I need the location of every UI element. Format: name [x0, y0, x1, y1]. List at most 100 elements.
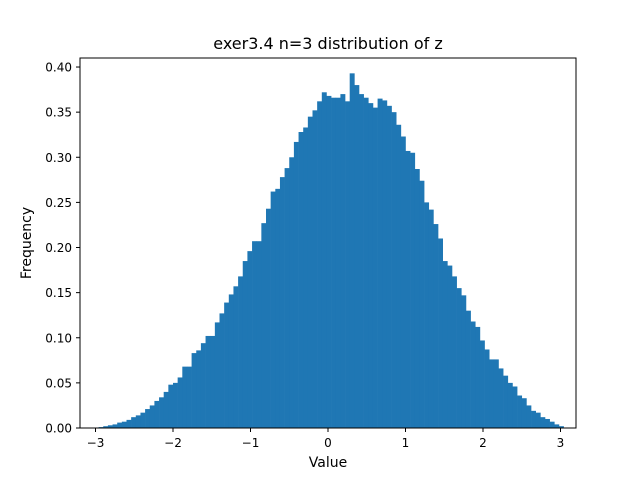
histogram-bar [103, 426, 109, 428]
histogram-bar [256, 241, 262, 428]
histogram-bar [428, 209, 434, 428]
histogram-bar [224, 302, 230, 428]
histogram-bar [238, 276, 244, 428]
histogram-bar [275, 188, 281, 428]
x-tick-label: −1 [242, 436, 260, 450]
histogram-bar [177, 377, 183, 428]
histogram-bar [228, 294, 234, 428]
histogram-bar [363, 97, 369, 429]
histogram-bar [372, 107, 378, 428]
histogram-bar [405, 150, 411, 428]
histogram-bar [465, 310, 471, 428]
y-tick-label: 0.35 [45, 106, 72, 120]
y-tick-label: 0.40 [45, 61, 72, 75]
x-tick-label: −2 [164, 436, 182, 450]
histogram-bar [345, 101, 350, 428]
histogram-bar [545, 418, 550, 428]
histogram-bar [396, 124, 402, 428]
histogram-bar [558, 426, 564, 428]
histogram-bar [279, 177, 285, 428]
histogram-bar [135, 415, 141, 428]
x-tick-label: 1 [402, 436, 410, 450]
histogram-bar [284, 168, 290, 428]
histogram-bar [149, 405, 155, 428]
histogram-bar [312, 110, 318, 428]
histogram-bar [438, 238, 443, 428]
histogram-bar [303, 127, 309, 429]
histogram-bar [484, 349, 490, 428]
x-tick-label: 2 [479, 436, 487, 450]
histogram-bar [349, 73, 355, 428]
histogram-bar [182, 366, 188, 428]
histogram-bar [368, 103, 374, 429]
histogram-bar [191, 353, 197, 428]
histogram-bar [391, 112, 397, 429]
histogram-bar [317, 101, 323, 428]
histogram-bar [200, 343, 206, 428]
histogram-bar [219, 313, 225, 428]
y-tick-label: 0.25 [45, 196, 72, 210]
y-axis-label: Frequency [19, 207, 35, 279]
histogram-bar [340, 94, 346, 428]
histogram-bar [479, 340, 485, 428]
chart-title: exer3.4 n=3 distribution of z [213, 34, 442, 53]
y-tick-label: 0.10 [45, 331, 72, 345]
histogram-bar [517, 395, 523, 428]
bars-group [98, 73, 564, 429]
histogram-bar [307, 116, 313, 428]
histogram-bar [554, 424, 560, 428]
histogram-bar [117, 422, 123, 428]
histogram-bar [233, 286, 239, 428]
histogram-bar [540, 417, 546, 428]
histogram-bar [382, 100, 388, 428]
histogram-bar [414, 169, 420, 428]
histogram-bar [512, 386, 518, 428]
histogram-bar [354, 85, 360, 428]
histogram-bar [214, 322, 220, 428]
histogram-bar [210, 335, 216, 428]
histogram-bar [433, 224, 439, 428]
histogram-bar [242, 261, 248, 428]
histogram-bar [498, 368, 504, 428]
histogram-bar [442, 261, 448, 428]
histogram-bar [205, 335, 211, 428]
histogram-bar [377, 98, 383, 429]
histogram-bar [289, 157, 295, 428]
x-tick-label: −3 [87, 436, 105, 450]
histogram-bar [526, 405, 532, 428]
histogram-bar [461, 295, 467, 428]
histogram-bar [521, 398, 527, 428]
histogram-bar [247, 251, 253, 428]
histogram-bar [447, 265, 453, 428]
histogram-bar [163, 391, 169, 428]
histogram-bar [489, 359, 495, 428]
x-axis-ticks: −3 −2 −1 0 1 2 3 [87, 428, 564, 450]
histogram-bar [410, 152, 416, 428]
histogram-bar [386, 105, 392, 428]
histogram-bar [321, 92, 327, 428]
y-tick-label: 0.05 [45, 376, 72, 390]
histogram-bar [326, 95, 332, 429]
histogram-bar [173, 382, 178, 428]
histogram-bar [452, 276, 457, 428]
histogram-bar [535, 412, 541, 428]
y-tick-label: 0.00 [45, 422, 72, 436]
histogram-bar [107, 425, 113, 428]
histogram-bar [493, 359, 499, 428]
histogram-bar [121, 421, 127, 428]
histogram-bar [159, 397, 164, 428]
histogram-bar [270, 191, 276, 428]
y-tick-label: 0.15 [45, 286, 72, 300]
histogram-bar [331, 97, 337, 429]
histogram-bar [140, 412, 146, 428]
histogram-bar [112, 424, 118, 428]
histogram-bar [335, 97, 341, 429]
histogram-bar [252, 241, 257, 428]
histogram-bar [424, 202, 430, 428]
histogram-bar [168, 384, 174, 428]
y-axis-ticks: 0.00 0.05 0.10 0.15 0.20 0.25 0.30 0.35 0.40 [45, 61, 80, 436]
histogram-bar [131, 417, 137, 428]
histogram-bar [145, 409, 151, 428]
histogram-bar [456, 288, 462, 428]
